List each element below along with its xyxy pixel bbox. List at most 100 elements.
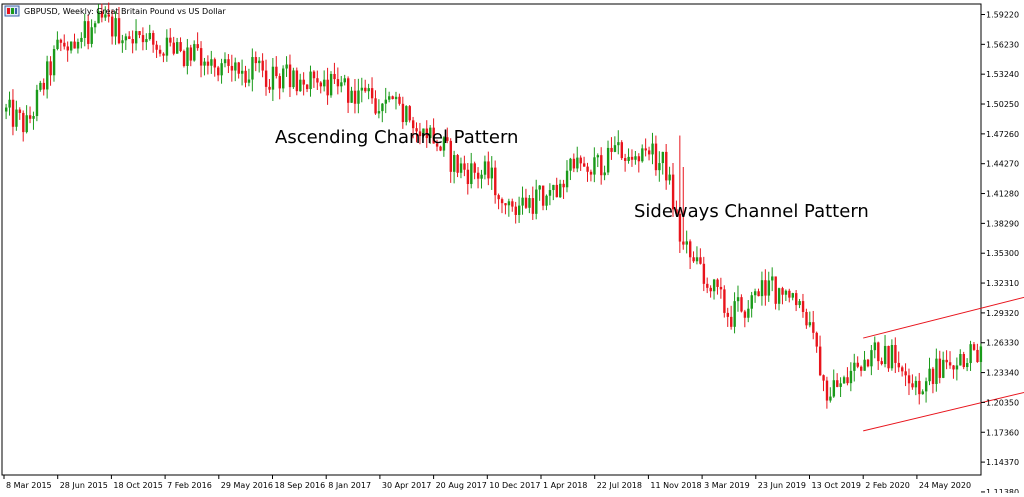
candle [630,149,634,167]
candle [131,30,134,54]
candle [818,335,822,377]
candle [49,56,52,86]
candle [388,91,391,103]
candle [795,290,798,312]
candle [699,248,702,265]
candle [425,120,429,148]
candle [52,45,56,82]
candle [158,45,162,57]
candle [548,183,552,206]
candle [692,251,695,263]
candle [774,276,777,310]
candle [418,122,422,145]
candle [825,376,829,409]
candle [353,78,357,114]
channel-line-ascending-upper [863,296,1024,339]
candle [805,308,808,329]
candle [343,74,346,86]
candle [8,91,11,116]
candle [162,52,165,63]
candle [562,179,565,199]
candle [788,288,791,303]
candle [836,373,839,388]
x-tick-label: 3 Mar 2019 [704,481,750,490]
candle [264,59,268,96]
candle [976,343,979,363]
candle [111,9,114,45]
annotation-label: Sideways Channel Pattern [634,201,869,222]
candle [521,186,524,215]
candle [155,40,158,58]
candle [753,288,757,303]
candle [254,51,258,72]
candle [240,59,244,86]
candle [948,351,952,369]
candle [624,153,627,172]
x-tick-label: 11 Nov 2018 [650,481,701,490]
candle [935,348,938,392]
candle [182,49,186,68]
y-axis: 1.59220 1.56230 1.53240 1.50250 1.47260 1.442… [981,11,1019,497]
candle [603,165,606,181]
y-tick-label: 1.32310 [986,279,1019,288]
candle [299,73,302,92]
candle [186,38,189,75]
y-tick-label: 1.59220 [986,11,1019,20]
candle [579,155,582,171]
candle [914,376,918,396]
candle [747,300,750,323]
candle [251,48,254,92]
candle [712,278,716,300]
candle [258,57,261,73]
candle [966,358,969,372]
x-tick-label: 7 Feb 2016 [167,481,212,490]
candle [494,160,497,204]
candle [907,368,911,396]
candle [972,341,976,351]
chart-header: GBPUSD, Weekly: Great Britain Pound vs U… [4,5,226,17]
candle [329,71,333,98]
candle [634,150,637,165]
candle [709,285,712,298]
y-tick-label: 1.20350 [986,398,1019,407]
candle [422,128,425,138]
candle [808,311,812,328]
candle [528,194,531,214]
candle [56,31,59,51]
candle [381,103,384,123]
candle [364,79,367,93]
candle [938,350,942,384]
candle [736,285,740,312]
candle [641,144,644,163]
candle [377,99,381,119]
candle [227,54,230,74]
candle [904,363,907,387]
candle [921,389,924,395]
candle [702,256,706,292]
candle [815,331,818,353]
candle [822,374,825,392]
candle [350,86,353,103]
candle [432,118,435,144]
y-tick-label: 1.26330 [986,339,1019,348]
candle [511,198,514,212]
candle [767,271,771,302]
y-tick-label: 1.53240 [986,70,1019,79]
candle [507,198,511,217]
candle [453,150,456,184]
candle [856,356,859,369]
candle [719,277,723,299]
candle [952,364,955,379]
candle [73,33,76,49]
candle [97,4,100,24]
candle [138,31,141,39]
candle [726,307,730,327]
candle [617,130,620,155]
chart-frame [1,3,982,476]
candle [689,239,692,270]
candle [213,57,217,77]
candle [128,31,131,40]
y-tick-label: 1.41280 [986,190,1019,199]
candle [894,337,897,374]
candle [90,19,93,48]
